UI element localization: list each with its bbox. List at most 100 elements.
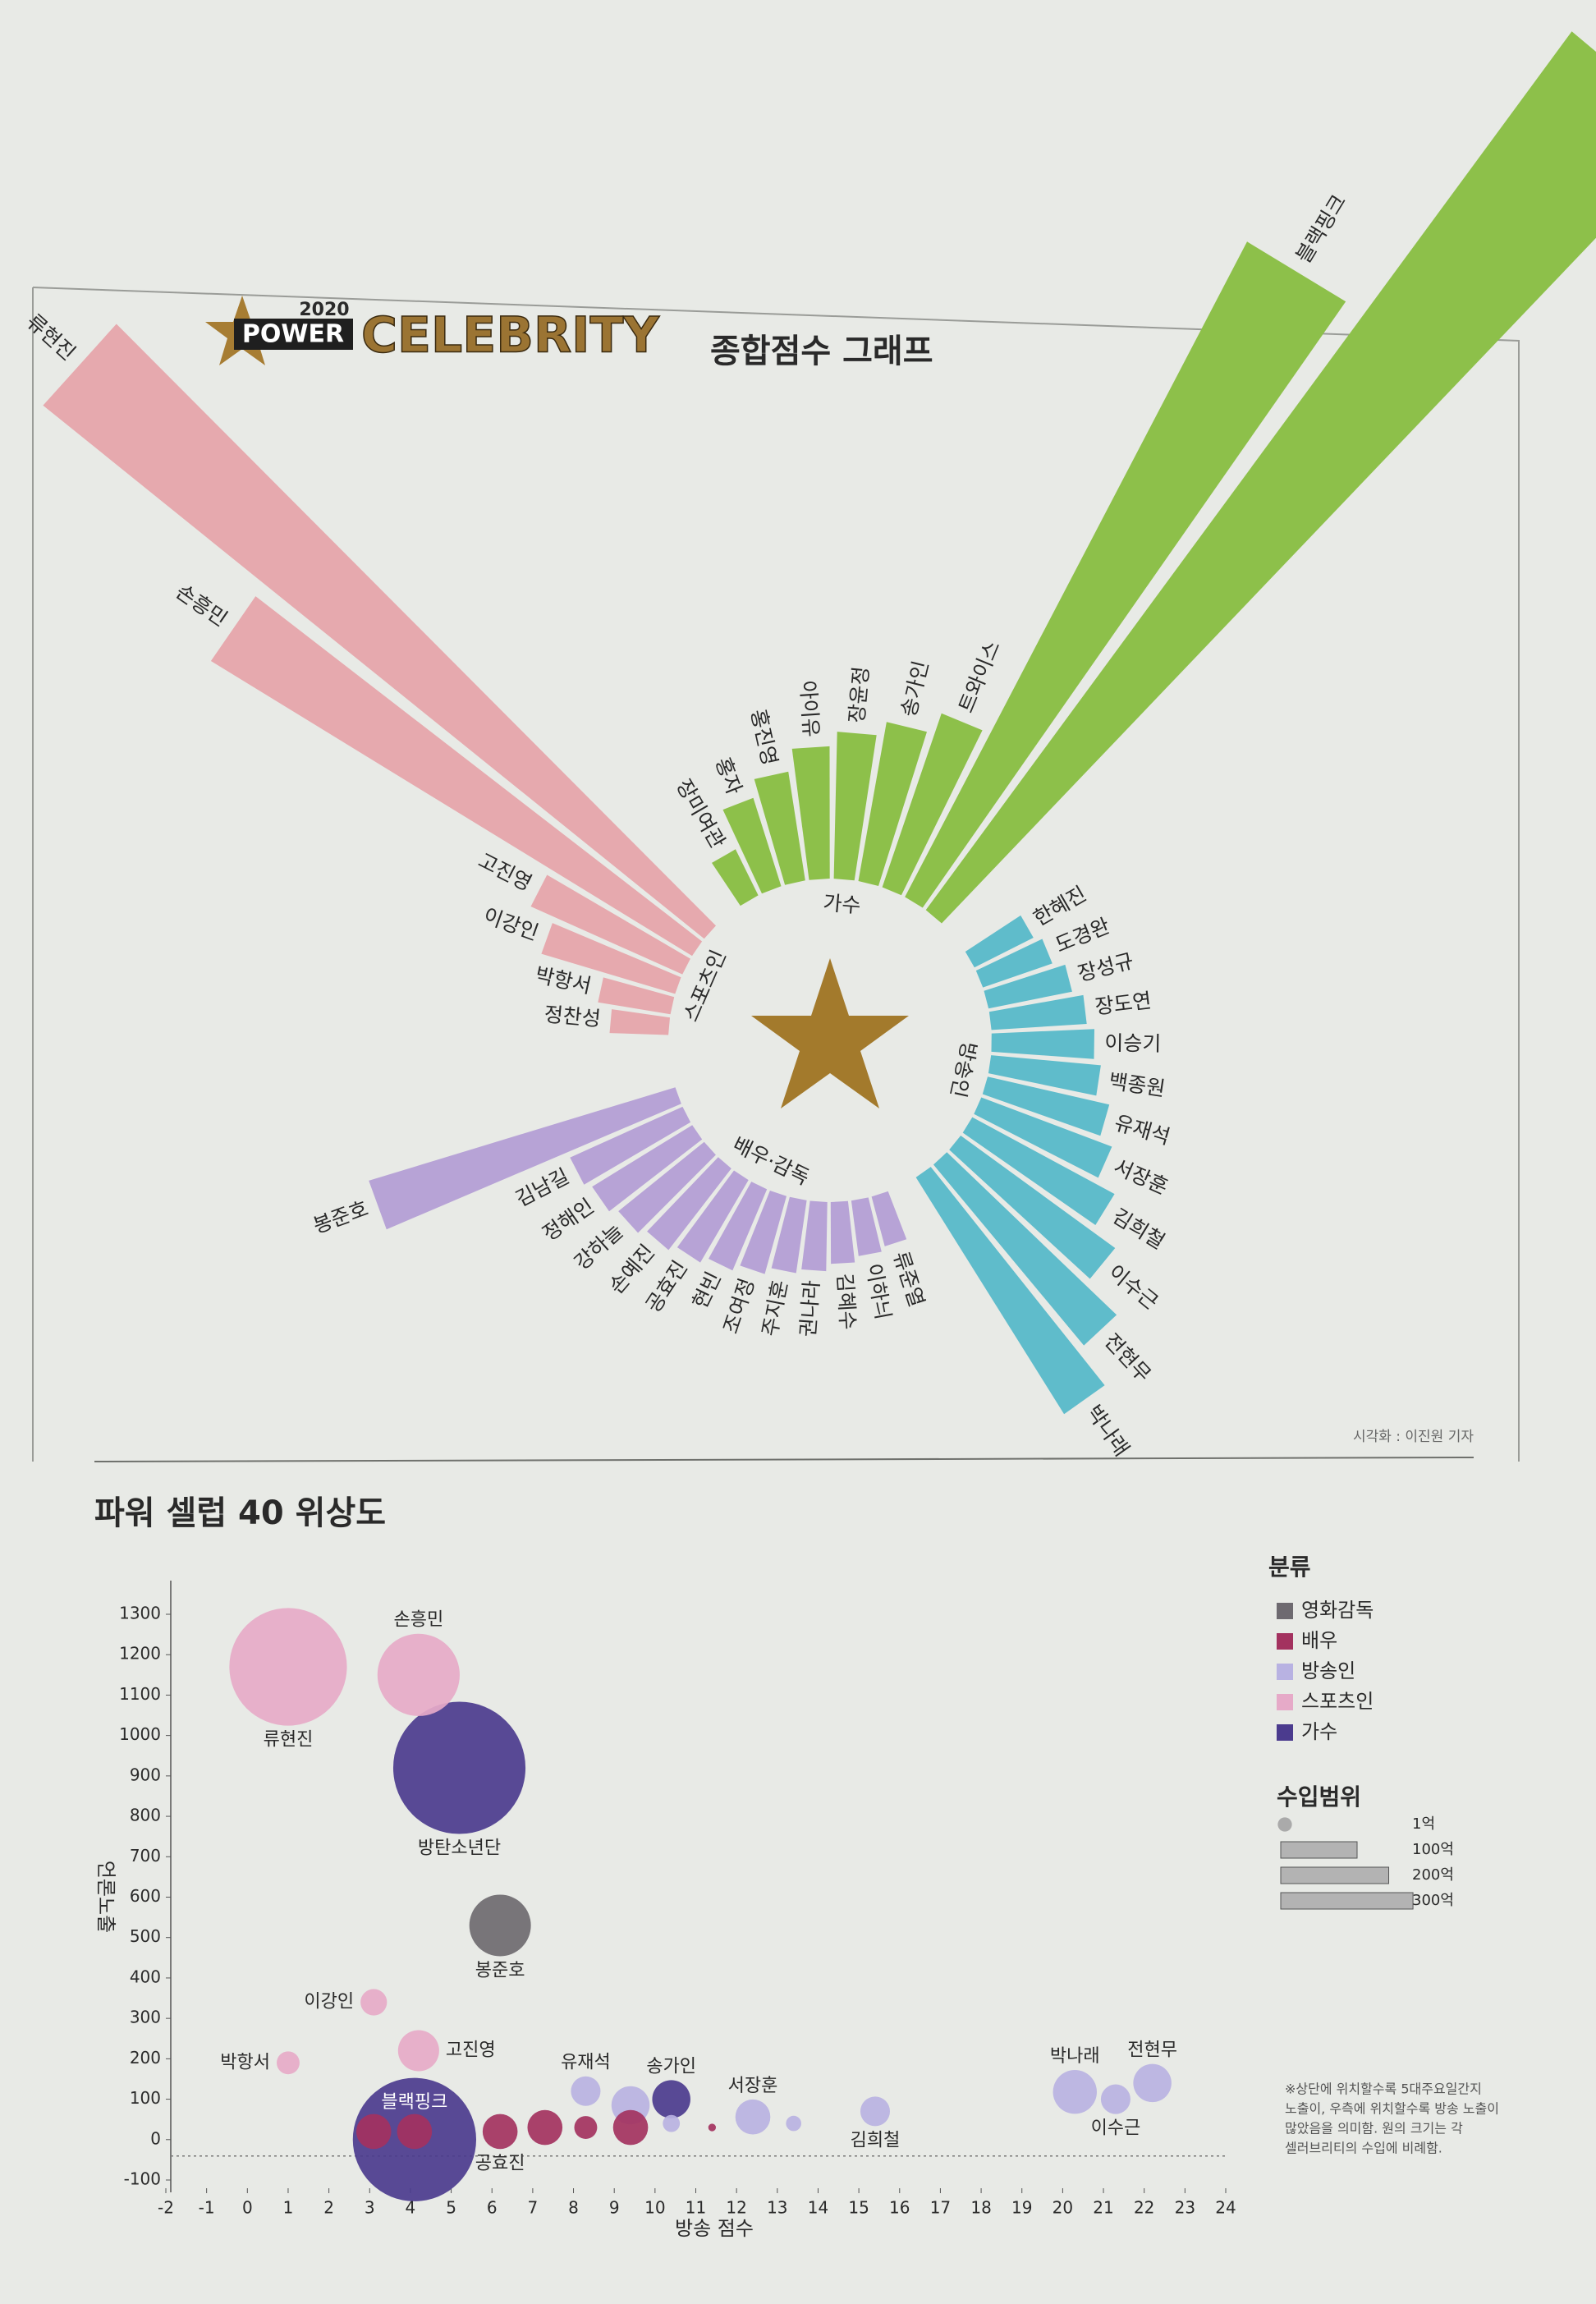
x-tick-label: 21 <box>1093 2198 1113 2218</box>
bar <box>882 713 983 896</box>
bar <box>974 1097 1112 1178</box>
logo-word: CELEBRITY <box>361 307 660 365</box>
bar <box>962 1117 1115 1225</box>
bubble-label: 박나래 <box>1050 2046 1100 2067</box>
bubble <box>377 1633 460 1716</box>
x-tick-label: 17 <box>930 2198 951 2218</box>
y-tick-label: 300 <box>130 2008 161 2027</box>
bar <box>801 1200 828 1272</box>
bar <box>988 994 1087 1030</box>
bar <box>43 324 716 939</box>
bar <box>647 1157 732 1251</box>
bar <box>740 1191 787 1274</box>
bar <box>851 1197 882 1256</box>
x-tick-label: 23 <box>1175 2198 1195 2218</box>
bar <box>598 977 675 1015</box>
x-tick-label: 3 <box>365 2198 375 2218</box>
bar <box>592 1125 703 1212</box>
bubble <box>397 2114 433 2150</box>
bar <box>871 1191 907 1246</box>
bubble <box>786 2115 801 2132</box>
bubble-label: 전현무 <box>1127 2040 1177 2061</box>
bubble <box>397 2030 439 2072</box>
note: 많았음을 의미함. 원의 크기는 각 <box>1285 2121 1463 2136</box>
size-legend-mark <box>1280 1841 1358 1859</box>
x-tick-label: 14 <box>808 2198 828 2218</box>
x-tick-label: -1 <box>199 2198 215 2218</box>
credit: 시각화 : 이진원 기자 <box>1353 1429 1474 1445</box>
bubble <box>469 1894 531 1957</box>
note: 노출이, 우측에 위치할수록 방송 노출이 <box>1285 2101 1499 2117</box>
y-tick-label: 1000 <box>119 1724 161 1744</box>
bubble <box>527 2109 563 2146</box>
bar <box>791 746 830 880</box>
x-tick-label: 18 <box>970 2198 991 2218</box>
x-tick-label: 6 <box>487 2198 498 2218</box>
bar <box>925 31 1596 924</box>
bar <box>676 1170 749 1263</box>
x-tick-label: 0 <box>242 2198 253 2218</box>
bubble <box>360 1989 388 2016</box>
bubble-label: 봉준호 <box>475 1960 525 1980</box>
bubble <box>663 2114 681 2132</box>
bubble <box>571 2076 601 2106</box>
x-tick-label: 12 <box>726 2198 746 2218</box>
bar <box>771 1196 807 1274</box>
y-tick-label: 700 <box>130 1846 161 1866</box>
bar <box>570 1106 691 1185</box>
separator <box>94 1457 1474 1462</box>
x-tick-label: 22 <box>1134 2198 1154 2218</box>
bubble-label: 방탄소년단 <box>418 1838 501 1859</box>
size-legend-mark <box>1280 1866 1390 1884</box>
y-tick-label: 900 <box>130 1765 161 1784</box>
y-tick-label: -100 <box>124 2169 161 2189</box>
bubble-label: 공효진 <box>475 2153 525 2173</box>
x-tick-label: 1 <box>283 2198 294 2218</box>
legend-title: 분류 <box>1268 1554 1311 1581</box>
x-tick-label: 24 <box>1215 2198 1236 2218</box>
bar <box>541 923 681 994</box>
bubble-label: 박항서 <box>220 2052 270 2072</box>
size-legend-mark <box>1277 1817 1292 1832</box>
center-star <box>751 958 909 1108</box>
x-tick-label: 8 <box>568 2198 579 2218</box>
bar <box>984 964 1072 1009</box>
size-legend-label: 300억 <box>1412 1892 1454 1909</box>
bubble <box>229 1608 347 1726</box>
legend-swatch <box>1277 1664 1293 1680</box>
bar <box>949 1136 1116 1279</box>
bar <box>991 1029 1094 1059</box>
legend-swatch <box>1277 1603 1293 1619</box>
bar <box>965 915 1034 968</box>
bar-label: 권나라 <box>796 1279 824 1338</box>
bubble <box>708 2123 717 2132</box>
legend-label: 배우 <box>1301 1629 1337 1652</box>
y-tick-label: 400 <box>130 1967 161 1986</box>
logo-box <box>234 319 353 350</box>
x-tick-label: 11 <box>686 2198 706 2218</box>
bar <box>988 1055 1101 1096</box>
x-tick-label: -2 <box>158 2198 174 2218</box>
legend-label: 영화감독 <box>1301 1599 1374 1622</box>
x-tick-label: 2 <box>323 2198 334 2218</box>
bubble-label: 손흥민 <box>393 1610 443 1631</box>
y-tick-label: 1300 <box>119 1604 161 1623</box>
x-tick-label: 7 <box>528 2198 539 2218</box>
bar-label: 김혜수 <box>832 1273 860 1331</box>
bar <box>210 596 703 957</box>
logo-year: 2020 <box>299 300 349 320</box>
bubble <box>860 2096 890 2127</box>
bar <box>982 1076 1110 1136</box>
bubble <box>277 2051 300 2075</box>
bubble-label: 김희철 <box>851 2130 901 2150</box>
bar <box>722 797 782 894</box>
bubble-label: 이수근 <box>1091 2118 1141 2139</box>
legend-label: 가수 <box>1301 1720 1337 1743</box>
legend-swatch <box>1277 1724 1293 1741</box>
chart-title: 종합점수 그래프 <box>710 333 933 370</box>
y-tick-label: 200 <box>130 2048 161 2068</box>
bubble <box>482 2114 518 2150</box>
frame <box>32 287 1520 1462</box>
x-tick-label: 13 <box>767 2198 787 2218</box>
